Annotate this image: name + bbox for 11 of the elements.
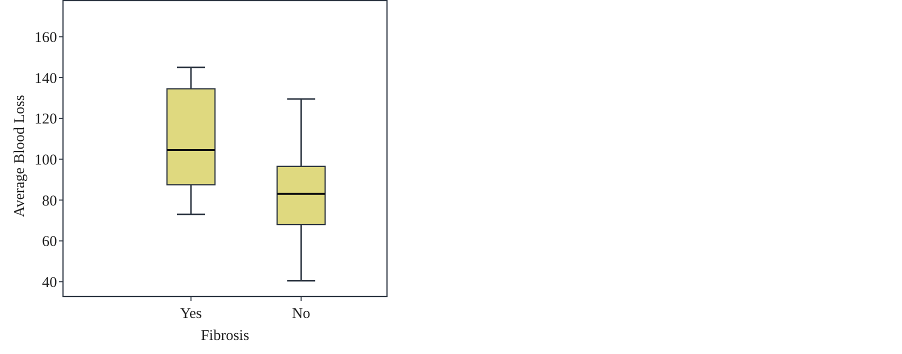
x-tick-label: Yes — [180, 306, 202, 322]
x-tick-label: No — [292, 306, 310, 322]
y-tick-label: 140 — [34, 70, 57, 87]
y-tick-label: 40 — [42, 274, 57, 291]
y-tick-label: 100 — [34, 152, 57, 168]
y-tick-label: 160 — [34, 30, 57, 46]
y-tick-label: 120 — [34, 112, 57, 128]
y-axis-title: Average Blood Loss — [12, 94, 28, 218]
y-tick-label: 60 — [42, 234, 57, 250]
x-axis-title: Fibrosis — [200, 328, 250, 344]
y-tick-label: 80 — [42, 193, 57, 210]
